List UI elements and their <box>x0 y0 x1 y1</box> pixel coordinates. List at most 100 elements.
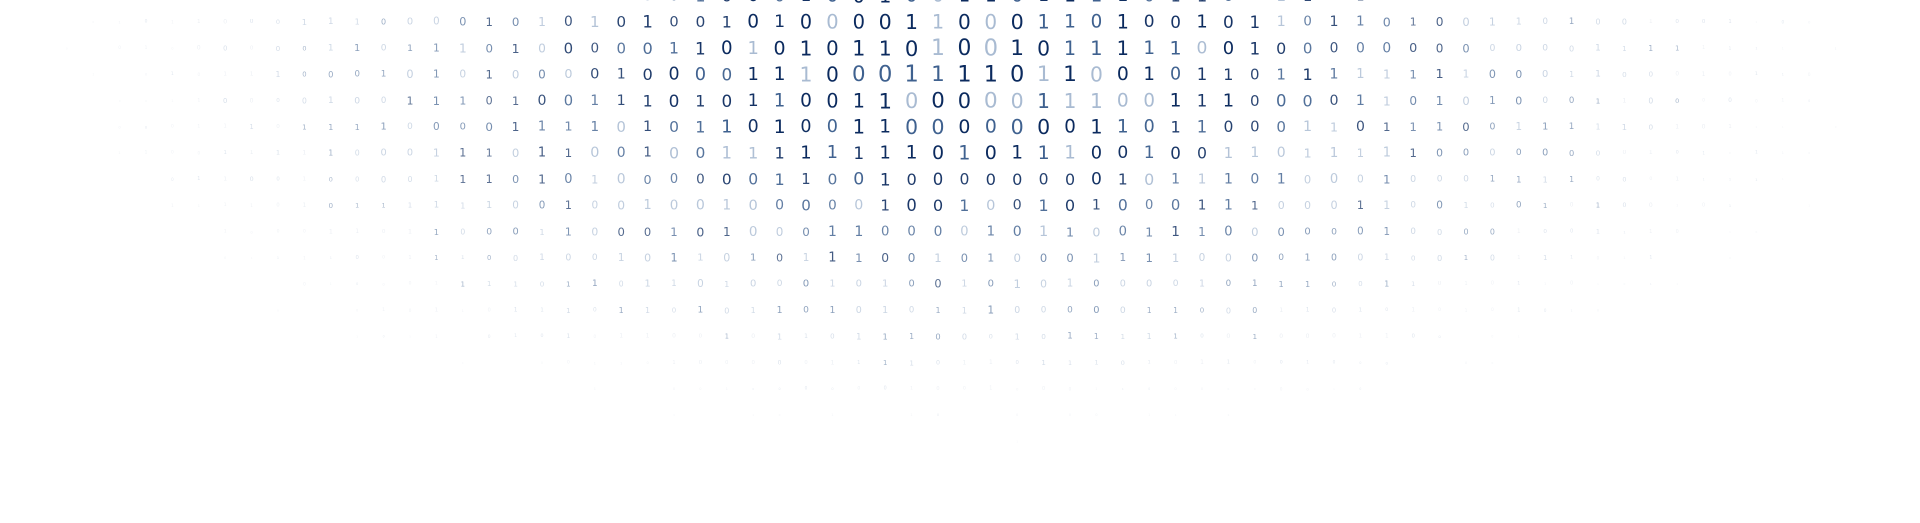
binary-digit: 0 <box>1676 150 1679 156</box>
binary-digit: 0 <box>1438 307 1441 313</box>
binary-digit: 1 <box>1200 360 1204 366</box>
binary-digit: 0 <box>751 333 755 340</box>
binary-digit: 1 <box>459 94 466 107</box>
binary-digit: 0 <box>1143 90 1155 111</box>
binary-digit: 1 <box>407 94 414 107</box>
binary-digit: 0 <box>721 65 732 85</box>
binary-digit: 1 <box>198 203 201 208</box>
binary-digit: 0 <box>1648 123 1653 132</box>
binary-digit: 1 <box>777 332 782 342</box>
binary-digit: 1 <box>695 0 705 6</box>
binary-digit: 0 <box>1729 256 1731 260</box>
binary-digit: 0 <box>1437 253 1442 263</box>
binary-digit: 0 <box>223 97 227 105</box>
binary-digit: 0 <box>643 0 652 5</box>
binary-digit: 1 <box>1143 64 1155 85</box>
binary-digit: 0 <box>828 198 837 214</box>
binary-digit: 0 <box>1808 72 1811 77</box>
binary-digit: 1 <box>751 306 756 315</box>
binary-digit: 0 <box>695 64 706 85</box>
binary-digit: 1 <box>698 305 704 315</box>
binary-digit: 1 <box>1462 0 1469 3</box>
binary-digit: 1 <box>722 13 732 32</box>
binary-digit: 1 <box>1064 37 1076 60</box>
binary-digit: 1 <box>1143 38 1155 59</box>
binary-digit: 0 <box>145 19 148 25</box>
binary-digit: 0 <box>1596 149 1601 158</box>
binary-digit: 0 <box>512 146 519 160</box>
binary-digit: 0 <box>1226 305 1231 315</box>
binary-digit: 0 <box>250 19 254 25</box>
binary-digit: 1 <box>748 144 758 163</box>
binary-digit: 0 <box>1675 97 1679 105</box>
binary-digit: 0 <box>1356 119 1365 135</box>
binary-digit: 1 <box>1092 251 1100 266</box>
binary-digit: 1 <box>1197 118 1207 137</box>
binary-digit: 0 <box>1491 281 1494 287</box>
binary-digit: 0 <box>1144 170 1154 189</box>
binary-digit: 1 <box>1542 122 1548 133</box>
binary-digit: 0 <box>119 99 121 103</box>
binary-digit: 0 <box>567 359 570 365</box>
binary-digit: 1 <box>1702 71 1706 78</box>
binary-digit: 1 <box>382 307 385 313</box>
binary-digit: 1 <box>1117 0 1128 6</box>
binary-digit: 0 <box>1756 230 1758 234</box>
binary-digit: 0 <box>1332 306 1336 314</box>
binary-digit: 0 <box>827 117 838 137</box>
binary-digit: 1 <box>1650 282 1652 286</box>
binary-digit: 0 <box>1117 90 1129 111</box>
binary-digit: 1 <box>538 172 546 186</box>
binary-digit: 0 <box>961 251 968 265</box>
binary-digit: 0 <box>329 201 334 210</box>
binary-digit: 0 <box>856 305 862 316</box>
binary-digit: 0 <box>670 172 678 187</box>
binary-digit: 0 <box>1622 202 1626 209</box>
binary-digit: 1 <box>539 227 544 237</box>
binary-digit: 1 <box>1306 359 1309 365</box>
binary-digit: 1 <box>251 256 253 260</box>
binary-digit: 0 <box>721 38 733 59</box>
binary-digit: 1 <box>433 147 440 160</box>
binary-digit: 0 <box>1462 94 1469 108</box>
binary-digit: 0 <box>171 46 173 50</box>
binary-digit: 1 <box>118 151 120 155</box>
binary-digit: 1 <box>883 332 888 342</box>
binary-digit: 1 <box>831 413 833 417</box>
binary-digit: 0 <box>197 151 200 156</box>
binary-digit: 0 <box>1144 0 1154 6</box>
binary-digit: 0 <box>1223 0 1233 5</box>
binary-digit: 1 <box>328 43 334 53</box>
binary-digit: 1 <box>830 359 834 366</box>
binary-digit: 0 <box>642 39 652 58</box>
binary-digit: 1 <box>961 279 967 290</box>
binary-digit: 0 <box>751 360 755 366</box>
binary-digit: 0 <box>1462 120 1469 134</box>
binary-digit: 0 <box>906 196 916 215</box>
binary-digit: 1 <box>1649 255 1652 261</box>
binary-digit: 0 <box>591 40 600 56</box>
binary-digit: 1 <box>1570 255 1573 261</box>
binary-digit: 1 <box>1090 37 1102 60</box>
binary-digit: 1 <box>590 13 600 31</box>
binary-digit: 1 <box>486 147 493 160</box>
binary-digit: 1 <box>1597 282 1599 286</box>
binary-digit: 0 <box>724 305 729 315</box>
binary-digit: 0 <box>617 0 625 4</box>
binary-digit: 0 <box>512 68 520 82</box>
binary-digit: 1 <box>485 15 492 29</box>
binary-digit: 0 <box>1808 99 1810 103</box>
binary-digit: 0 <box>459 69 466 81</box>
binary-digit: 0 <box>1649 71 1653 79</box>
binary-digit: 1 <box>801 0 812 6</box>
binary-digit: 0 <box>302 44 306 52</box>
binary-digit: 1 <box>433 69 440 81</box>
binary-digit: 0 <box>382 282 385 287</box>
binary-digit: 1 <box>409 335 411 339</box>
binary-digit: 1 <box>594 360 597 365</box>
binary-digit: 0 <box>223 19 227 26</box>
binary-digit: 1 <box>328 0 333 1</box>
binary-digit: 0 <box>1040 251 1047 265</box>
binary-digit: 0 <box>905 36 918 61</box>
binary-digit: 1 <box>1728 124 1731 130</box>
